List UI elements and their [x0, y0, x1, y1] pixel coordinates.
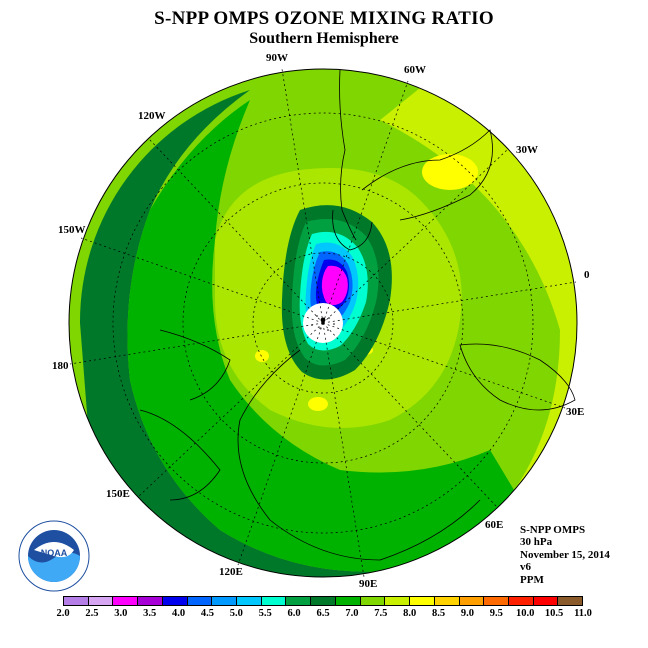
- colorbar-tick-label: 5.5: [258, 608, 272, 619]
- pole-stipple: [311, 315, 335, 331]
- pressure-level-text: 30 hPa: [520, 536, 553, 549]
- colorbar-ticks: 2.0 2.5 3.0 3.5 4.0 4.5 5.0 5.5 6.0 6.5 7.0 7.5 8.0 8…: [56, 608, 591, 622]
- colorbar-cell: [385, 597, 411, 605]
- colorbar-cell: [459, 597, 485, 605]
- colorbar-tick-label: 2.5: [85, 608, 99, 619]
- instrument-text: S-NPP OMPS: [520, 524, 586, 536]
- colorbar-cell: [335, 597, 361, 605]
- lon-label-150e: 150E: [106, 488, 130, 500]
- colorbar-tick-label: 4.5: [200, 608, 214, 619]
- colorbar: [63, 596, 583, 606]
- colorbar-tick-label: 10.0: [516, 608, 535, 619]
- colorbar-tick-label: 9.0: [460, 608, 474, 619]
- colorbar-cell: [311, 597, 336, 605]
- colorbar-cell: [508, 597, 534, 605]
- colorbar-tick-label: 7.0: [345, 608, 359, 619]
- lon-label-120w: 120W: [138, 110, 166, 122]
- colorbar-tick-label: 2.0: [56, 608, 70, 619]
- colorbar-cell: [187, 597, 213, 605]
- units-text: PPM: [520, 573, 544, 586]
- lon-label-120e: 120E: [219, 566, 243, 578]
- colorbar-tick-label: 8.5: [431, 608, 446, 619]
- colorbar-cell: [113, 597, 139, 605]
- map-border: [68, 68, 578, 578]
- noaa-logo-icon: NOAA: [18, 520, 90, 592]
- colorbar-cell: [533, 597, 559, 605]
- map-subtitle: Southern Hemisphere: [249, 30, 399, 47]
- colorbar-cell: [286, 597, 312, 605]
- graticule: [69, 68, 577, 578]
- colorbar-tick-label: 3.0: [114, 608, 128, 619]
- colorbar-tick-label: 7.5: [374, 608, 388, 619]
- colorbar-cell: [88, 597, 114, 605]
- colorbar-cell: [162, 597, 188, 605]
- logo-text: NOAA: [41, 548, 68, 558]
- colorbar-tick-label: 11.0: [574, 608, 592, 619]
- colorbar-cell: [237, 597, 262, 605]
- lon-label-60w: 60W: [404, 64, 426, 76]
- colorbar-cell: [434, 597, 460, 605]
- version-text: v6: [520, 561, 531, 574]
- colorbar-cell: [484, 597, 509, 605]
- product-info: S-NPP OMPS 30 hPa November 15, 2014 v6 P…: [520, 524, 610, 586]
- lon-label-30e: 30E: [566, 406, 585, 418]
- colorbar-tick-label: 5.0: [229, 608, 243, 619]
- colorbar-cell: [212, 597, 238, 605]
- lon-label-30w: 30W: [516, 144, 538, 156]
- lon-label-180: 180: [52, 360, 69, 372]
- colorbar-tick-label: 4.0: [171, 608, 186, 619]
- date-text: November 15, 2014: [520, 548, 610, 561]
- colorbar-tick-label: 9.5: [489, 608, 503, 619]
- colorbar-tick-label: 10.5: [544, 608, 564, 619]
- lon-label-90w: 90W: [266, 52, 288, 64]
- colorbar-tick-label: 6.5: [316, 608, 330, 619]
- map-title: S-NPP OMPS OZONE MIXING RATIO: [154, 8, 494, 29]
- lon-label-150w: 150W: [58, 224, 86, 236]
- colorbar-cell: [410, 597, 435, 605]
- coastlines: [139, 69, 576, 561]
- lon-label-90e: 90E: [359, 578, 378, 590]
- colorbar-tick-label: 3.5: [143, 608, 157, 619]
- colorbar-cell: [64, 597, 89, 605]
- colorbar-cell: [261, 597, 287, 605]
- colorbar-cell: [360, 597, 386, 605]
- lon-label-60e: 60E: [485, 519, 504, 531]
- colorbar-cell: [558, 597, 583, 605]
- colorbar-cell: [138, 597, 163, 605]
- colorbar-tick-label: 8.0: [403, 608, 417, 619]
- lon-label-0: 0: [584, 269, 590, 281]
- colorbar-tick-label: 6.0: [287, 608, 301, 619]
